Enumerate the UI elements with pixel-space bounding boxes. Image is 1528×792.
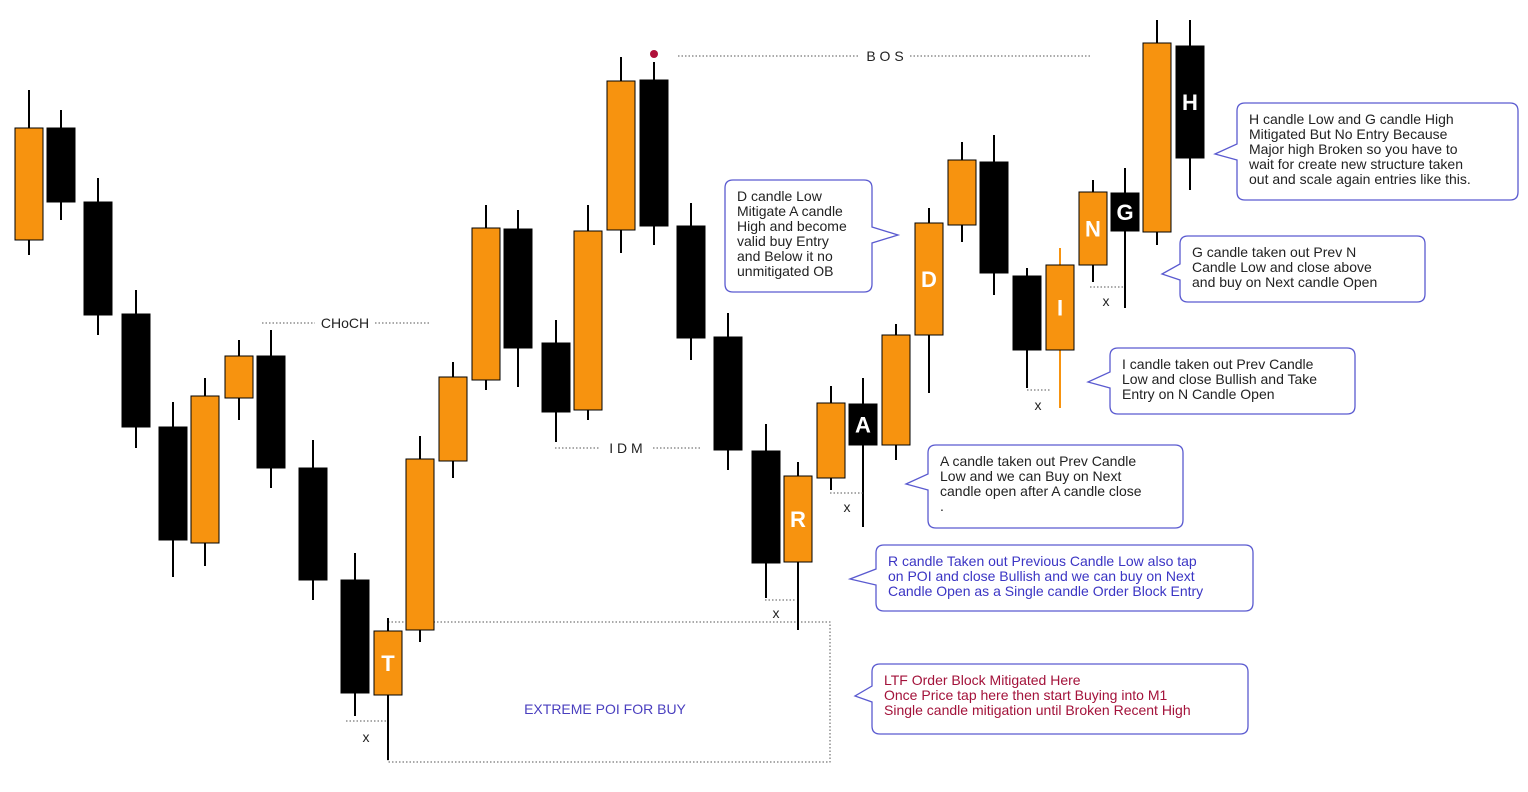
candle-body (1045, 264, 1075, 351)
note-line: R candle Taken out Previous Candle Low a… (888, 553, 1197, 569)
choch-label: CHoCH (321, 315, 369, 331)
note-line: Entry on N Candle Open (1122, 386, 1275, 402)
candle-body (190, 395, 220, 544)
candle-label: A (855, 413, 871, 438)
note-line: High and become (737, 218, 847, 234)
note-line: and buy on Next candle Open (1192, 274, 1377, 290)
note-box (1213, 102, 1519, 201)
note-line: Major high Broken so you have to (1249, 141, 1458, 157)
note-line: I candle taken out Prev Candle (1122, 356, 1314, 372)
candle-label: D (921, 267, 937, 292)
candle-body (471, 227, 501, 381)
candle-body (947, 159, 977, 226)
candle-body (1142, 42, 1172, 233)
candle-label: T (381, 651, 395, 676)
candle-label: R (790, 507, 806, 532)
candle-body (914, 222, 944, 336)
note-line: Low and we can Buy on Next (940, 468, 1121, 484)
note-line: wait for create new structure taken (1248, 156, 1463, 172)
note-line: Low and close Bullish and Take (1122, 371, 1317, 387)
note-line: Candle Open as a Single candle Order Blo… (888, 583, 1203, 599)
poi-label: EXTREME POI FOR BUY (524, 701, 686, 717)
note-line: G candle taken out Prev N (1192, 244, 1356, 260)
candle-body (751, 450, 781, 564)
candle-body (46, 127, 76, 203)
candle-body (503, 228, 533, 349)
candle-body (83, 201, 113, 316)
note-line: . (940, 498, 944, 514)
candle-body (1110, 192, 1140, 232)
candle-label: I (1057, 296, 1063, 321)
candle-body (1078, 191, 1108, 266)
note-line: valid buy Entry (737, 233, 829, 249)
candle-body (298, 467, 328, 581)
candle-body (676, 225, 706, 339)
note-box (1160, 235, 1426, 303)
note-line: Candle Low and close above (1192, 259, 1372, 275)
note-box (853, 663, 1249, 735)
candle-body (158, 426, 188, 541)
note-box (904, 444, 1184, 529)
note-box (847, 544, 1254, 612)
candle-body (14, 127, 44, 241)
note-line: D candle Low (737, 188, 823, 204)
bos-label: B O S (866, 48, 903, 64)
note-line: H candle Low and G candle High (1249, 111, 1454, 127)
candle-body (438, 376, 468, 462)
candle-body (256, 355, 286, 469)
x-mark: x (363, 729, 370, 745)
x-mark: x (844, 499, 851, 515)
candle-label: H (1182, 90, 1198, 115)
candle-label: N (1085, 217, 1101, 242)
candle-body (121, 313, 151, 428)
candle-body (373, 630, 403, 696)
x-mark: x (773, 605, 780, 621)
note-line: and Below it no (737, 248, 833, 264)
candle-body (1175, 45, 1205, 159)
candle-body (541, 342, 571, 413)
note-line: candle open after A candle close (940, 483, 1142, 499)
candle-body (340, 579, 370, 694)
candle-body (606, 80, 636, 231)
candle-label: G (1116, 200, 1133, 225)
note-line: A candle taken out Prev Candle (940, 453, 1136, 469)
candle-body (816, 402, 846, 479)
note-line: out and scale again entries like this. (1249, 171, 1471, 187)
candle-body (713, 336, 743, 451)
x-mark: x (1103, 293, 1110, 309)
candle-body (639, 79, 669, 227)
x-mark: x (1035, 397, 1042, 413)
candle-body (783, 475, 813, 563)
candle-body (573, 230, 603, 411)
candle-body (224, 355, 254, 399)
note-line: LTF Order Block Mitigated Here (884, 672, 1081, 688)
high-dot (650, 50, 658, 58)
note-line: on POI and close Bullish and we can buy … (888, 568, 1195, 584)
note-line: unmitigated OB (737, 263, 834, 279)
candle-body (405, 458, 435, 631)
note-line: Single candle mitigation until Broken Re… (884, 702, 1191, 718)
note-line: Mitigated But No Entry Because (1249, 126, 1448, 142)
candle-body (1012, 275, 1042, 351)
idm-label: I D M (609, 440, 642, 456)
poi-zone (387, 621, 831, 763)
note-line: Once Price tap here then start Buying in… (884, 687, 1167, 703)
note-box (1086, 347, 1356, 415)
candle-body (848, 403, 878, 446)
candle-body (881, 334, 911, 446)
note-line: Mitigate A candle (737, 203, 843, 219)
note-box (724, 179, 901, 293)
candle-body (979, 161, 1009, 274)
